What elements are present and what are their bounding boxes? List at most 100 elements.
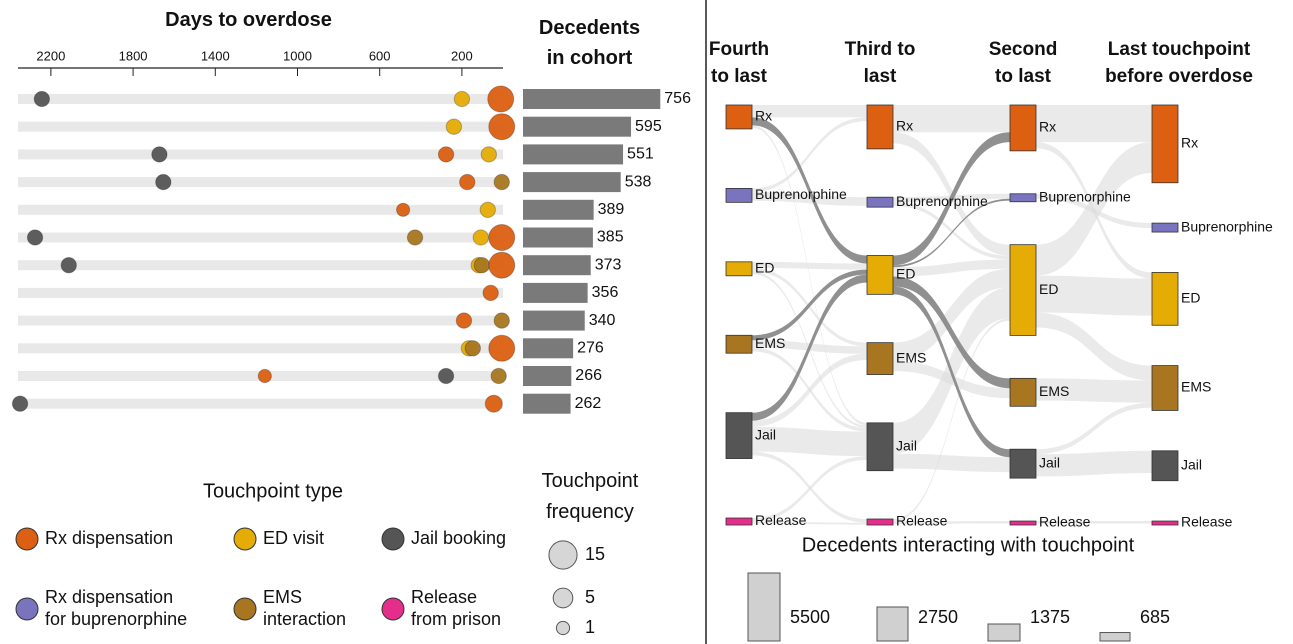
touchpoint-dot [480, 146, 497, 163]
legend-label: Release from prison [411, 587, 502, 629]
row-track [18, 343, 503, 354]
size-legend-box [876, 606, 909, 642]
touchpoint-dot [257, 368, 272, 384]
legend-title: Touchpoint type [203, 480, 343, 502]
touchpoint-dot [437, 146, 455, 163]
legend-label: ED visit [263, 528, 325, 549]
node-label: ED [896, 266, 915, 282]
touchpoint-dot [453, 90, 471, 108]
node [1151, 450, 1179, 482]
flow [752, 117, 867, 193]
bar-label: 266 [575, 367, 602, 384]
flow [752, 192, 867, 206]
bar-label: 385 [597, 229, 624, 246]
node [1009, 520, 1037, 526]
node [866, 196, 894, 208]
bar-label: 551 [627, 146, 654, 163]
touchpoint-dot [11, 395, 29, 412]
node-label: Jail [755, 426, 776, 442]
node [725, 334, 753, 354]
highlight-flow [893, 198, 1010, 268]
flow [1036, 378, 1152, 403]
legend-swatch [15, 527, 39, 551]
node-label: Buprenorphine [755, 186, 847, 202]
size-legend-label: 1 [585, 617, 595, 637]
chart-title: Decedents in cohort [538, 17, 641, 69]
size-legend-label: 5 [585, 587, 595, 607]
row-track [18, 398, 503, 409]
row-track [18, 121, 503, 132]
row-track [18, 315, 503, 326]
touchpoint-dot [459, 173, 476, 191]
legend-swatch [381, 597, 405, 621]
row-track [18, 177, 503, 188]
bar-label: 756 [664, 90, 691, 107]
node [866, 104, 894, 150]
highlight-flow [752, 269, 867, 341]
legend-swatch [381, 527, 405, 551]
node-label: EMS [755, 335, 785, 351]
touchpoint-dot [60, 257, 77, 274]
size-legend-circle [555, 620, 571, 636]
chart-title: Days to overdose [165, 9, 332, 31]
flow [1036, 142, 1152, 276]
row-track [18, 149, 503, 160]
bar-label: 595 [635, 118, 662, 135]
node [725, 517, 753, 526]
node-label: Jail [896, 437, 917, 453]
flow [893, 318, 1010, 522]
touchpoint-dot [488, 334, 516, 362]
touchpoint-dot [406, 229, 424, 246]
bar-label: 276 [577, 340, 604, 357]
node-label: EMS [896, 349, 926, 365]
legend-swatch [15, 597, 39, 621]
node [725, 261, 753, 277]
bar [523, 172, 621, 193]
node [1009, 448, 1037, 479]
node [1151, 365, 1179, 411]
size-legend-title: Decedents interacting with touchpoint [802, 534, 1135, 556]
node-label: Buprenorphine [1039, 188, 1131, 204]
highlight-flow [893, 132, 1010, 266]
size-legend-label: 1375 [1030, 607, 1070, 627]
flow [1036, 521, 1152, 524]
flow [1036, 402, 1152, 455]
bar [523, 310, 585, 331]
touchpoint-dot [493, 312, 510, 329]
flow [1036, 275, 1152, 316]
node-label: Release [1181, 514, 1233, 530]
x-tick-label: 2200 [36, 48, 65, 63]
flow [1036, 312, 1152, 381]
node [1151, 271, 1179, 326]
node-label: Jail [1181, 456, 1202, 472]
size-legend-circle [548, 540, 578, 570]
column-title: Second to last [988, 39, 1058, 87]
highlight-flow [893, 276, 1010, 389]
node-label: Release [1039, 514, 1091, 530]
node [725, 412, 753, 459]
node [1009, 377, 1037, 407]
touchpoint-dot [151, 146, 168, 163]
bar [523, 144, 624, 165]
node-label: EMS [1039, 383, 1069, 399]
bar-label: 340 [589, 312, 616, 329]
legend-swatch [233, 527, 257, 551]
touchpoint-dot [473, 257, 491, 274]
bar [523, 199, 594, 220]
bar [523, 366, 572, 386]
node [1151, 104, 1179, 184]
node-label: Release [755, 512, 807, 528]
size-legend-title: Touchpoint frequency [541, 470, 639, 523]
node [1009, 193, 1037, 203]
flow [752, 105, 867, 118]
node [1009, 244, 1037, 336]
touchpoint-dot [490, 367, 507, 385]
node-label: ED [1181, 290, 1200, 306]
touchpoint-dot [33, 90, 51, 108]
size-legend-box [1099, 632, 1131, 642]
node [1151, 222, 1179, 233]
flow [893, 521, 1010, 524]
touchpoint-dot [479, 201, 496, 218]
legend-label: EMS interaction [263, 587, 347, 629]
bar-label: 373 [595, 256, 622, 273]
